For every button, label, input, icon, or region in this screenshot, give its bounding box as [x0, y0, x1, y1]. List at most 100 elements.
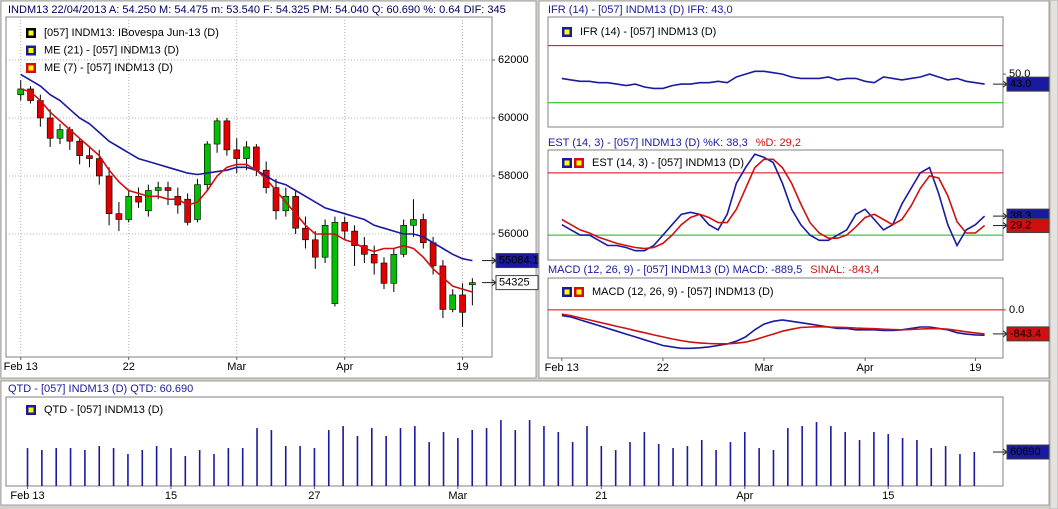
bar [500, 420, 502, 486]
x-tick-label: 21 [595, 490, 607, 502]
candle-body [213, 120, 221, 145]
bar [586, 426, 588, 486]
bar [830, 426, 832, 486]
bar [844, 432, 847, 486]
value-box-label: -843.4 [1010, 328, 1041, 340]
bar [127, 454, 129, 486]
legend-label: ME (21) - [057] INDM13 (D) [44, 44, 179, 56]
candle-body [184, 198, 191, 223]
title-part: IFR (14) - [057] INDM13 (D) IFR: 43,0 [548, 4, 733, 16]
x-tick-label: 19 [969, 362, 981, 374]
x-tick-label: 15 [882, 490, 894, 502]
candle-body [410, 219, 417, 226]
bar [657, 444, 660, 486]
value-box [495, 275, 539, 291]
x-tick-label: 22 [657, 362, 669, 374]
candle-body [115, 213, 123, 220]
series-line [20, 73, 473, 262]
bar [715, 450, 717, 486]
value-box [1006, 218, 1050, 234]
bar [55, 448, 58, 486]
bar [485, 428, 488, 486]
candle-body [370, 254, 378, 264]
candle-body [429, 242, 437, 267]
candle-body [164, 187, 172, 191]
legend-icon-center [564, 160, 570, 166]
value-box-label: 54325 [499, 276, 530, 288]
bar [643, 432, 646, 486]
legend-icon-center [576, 160, 582, 166]
x-tick-label: 19 [456, 361, 468, 373]
bar [26, 448, 29, 486]
x-tick-label: 15 [165, 490, 177, 502]
candle-body [145, 190, 152, 212]
bar [543, 426, 545, 486]
bar [356, 436, 359, 486]
y-tick-label: 0.0 [1009, 304, 1024, 316]
bar [399, 428, 402, 486]
bar [414, 426, 416, 486]
legend-icon-center [28, 65, 34, 71]
plot-frame [5, 396, 1004, 487]
value-box-label: 60690 [1010, 446, 1041, 458]
bar [700, 440, 703, 486]
candle-body [282, 195, 290, 212]
candle-body [125, 195, 133, 220]
legend-label: IFR (14) - [057] INDM13 (D) [580, 26, 716, 38]
x-tick-label: Apr [857, 362, 874, 374]
bar [41, 450, 43, 486]
bar [184, 455, 187, 486]
title-part: MACD (12, 26, 9) - [057] INDM13 (D) MACD… [548, 264, 802, 276]
bar [571, 442, 574, 486]
legend-label: QTD - [057] INDM13 (D) [44, 404, 163, 416]
legend-label: MACD (12, 26, 9) - [057] INDM13 (D) [592, 286, 774, 298]
value-box-label: 29.2 [1010, 219, 1031, 231]
title-part: INDM13 22/04/2013 A: 54.250 M: 54.475 m:… [8, 4, 506, 16]
bar [729, 442, 732, 486]
bar [371, 428, 373, 486]
bar [629, 442, 631, 486]
x-tick-label: Mar [755, 362, 774, 374]
bar [227, 448, 230, 486]
bar [959, 454, 961, 486]
bar [787, 428, 789, 486]
panel-title: IFR (14) - [057] INDM13 (D) IFR: 43,0 [548, 4, 733, 16]
candle-body [233, 149, 241, 159]
x-tick-label: Feb 13 [10, 490, 44, 502]
candle-body [459, 294, 466, 313]
panel-title: QTD - [057] INDM13 (D) QTD: 60.690 [8, 383, 193, 395]
candle-body [449, 294, 457, 310]
candle-body [400, 224, 407, 255]
bar [213, 454, 215, 486]
value-box [1006, 444, 1050, 460]
series-line [20, 88, 473, 293]
legend-icon-center [576, 289, 582, 295]
bar [743, 432, 746, 486]
value-box [1006, 76, 1050, 92]
candle-body [419, 219, 427, 243]
title-part: EST (14, 3) - [057] INDM13 (D) %K: 38,3 [548, 137, 748, 149]
candle-body [76, 140, 83, 156]
candle-body [56, 129, 64, 139]
bar [887, 434, 890, 486]
bar [600, 446, 603, 486]
title-part: %D: 29,2 [756, 137, 801, 149]
plot-frame [547, 16, 1004, 128]
y-tick-label: 60000 [498, 112, 529, 124]
plot-frame [5, 16, 493, 358]
candle-body [272, 187, 280, 212]
x-tick-label: Feb 13 [4, 361, 38, 373]
bar [944, 446, 947, 486]
scrollbar[interactable] [1049, 0, 1058, 509]
panel-title: EST (14, 3) - [057] INDM13 (D) %K: 38,3%… [548, 137, 801, 149]
bar [270, 430, 273, 486]
candle-body [203, 143, 211, 185]
x-tick-label: Mar [227, 361, 246, 373]
legend-label: [057] INDM13: IBovespa Jun-13 (D) [44, 27, 219, 39]
legend-icon-center [28, 407, 34, 413]
bar [313, 448, 316, 486]
title-part: QTD - [057] INDM13 (D) QTD: 60.690 [8, 383, 193, 395]
candle-body [95, 158, 103, 177]
candle-body [105, 175, 113, 214]
